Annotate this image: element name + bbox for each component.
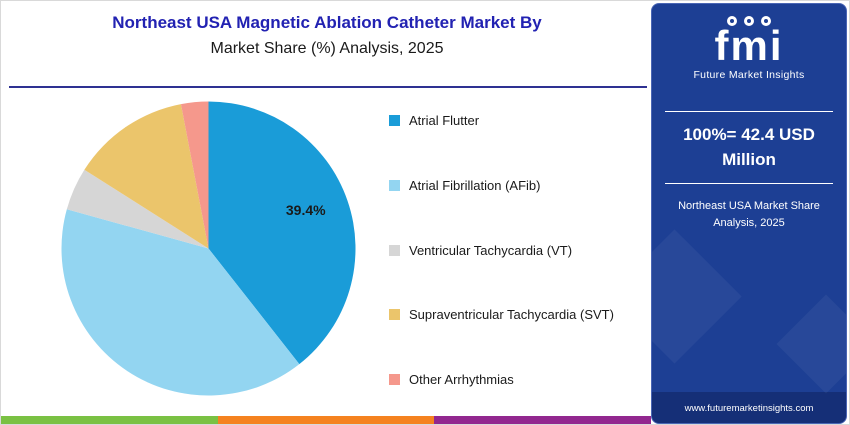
pie-slice-1 [61,209,300,396]
fmi-logo: fmi [714,22,784,69]
sidebar-divider [665,110,833,112]
chart-legend: Atrial Flutter Atrial Fibrillation (AFib)… [389,113,614,387]
chart-icon [761,16,771,26]
legend-swatch [389,244,400,256]
legend-swatch [389,179,400,191]
pie-data-label: 39.4% [286,202,326,218]
footer-stripe-segment-1 [217,416,435,424]
brand-name: Future Market Insights [693,68,805,81]
page-header: Northeast USA Magnetic Ablation Catheter… [1,1,653,58]
chart-title-line2: Market Share (%) Analysis, 2025 [210,40,444,57]
pie-chart: 39.4% [61,101,356,396]
pie-slice-0 [208,101,356,365]
sidebar-divider [665,183,833,185]
chart-title-line1: Northeast USA Magnetic Ablation Catheter… [112,13,542,32]
footer-stripe-segment-2 [434,416,652,424]
legend-item-2: Ventricular Tachycardia (VT) [389,243,614,258]
legend-swatch [389,309,400,321]
legend-label: Other Arrhythmias [409,372,514,387]
market-size-highlight: 100%= 42.4 USD Million [683,124,815,169]
legend-swatch [389,115,400,126]
sidebar-subtitle: Northeast USA Market Share Analysis, 202… [678,200,820,229]
header-divider [9,86,647,88]
phone-icon [727,16,737,26]
legend-swatch [389,374,400,385]
footer-stripe [1,416,652,424]
sidebar-footer: www.futuremarketinsights.com [652,392,846,423]
legend-item-4: Other Arrhythmias [389,372,614,387]
decorative-square [776,294,846,394]
pie-slice-4 [180,101,209,249]
decorative-square [652,229,742,364]
legend-item-3: Supraventricular Tachycardia (SVT) [389,307,614,322]
legend-label: Supraventricular Tachycardia (SVT) [409,307,614,323]
footer-stripe-segment-0 [1,416,218,424]
pie-slice-2 [66,169,209,249]
legend-label: Atrial Fibrillation (AFib) [409,177,541,193]
legend-item-0: Atrial Flutter [389,113,614,128]
brand-sidebar: fmi Future Market Insights 100%= 42.4 US… [651,3,847,424]
legend-label: Ventricular Tachycardia (VT) [409,242,573,258]
people-icon [744,16,754,26]
website-link[interactable]: www.futuremarketinsights.com [684,403,814,414]
fmi-logo-icons [727,16,771,26]
pie-slice-3 [84,104,209,249]
legend-label: Atrial Flutter [409,113,480,128]
legend-item-1: Atrial Fibrillation (AFib) [389,178,614,193]
